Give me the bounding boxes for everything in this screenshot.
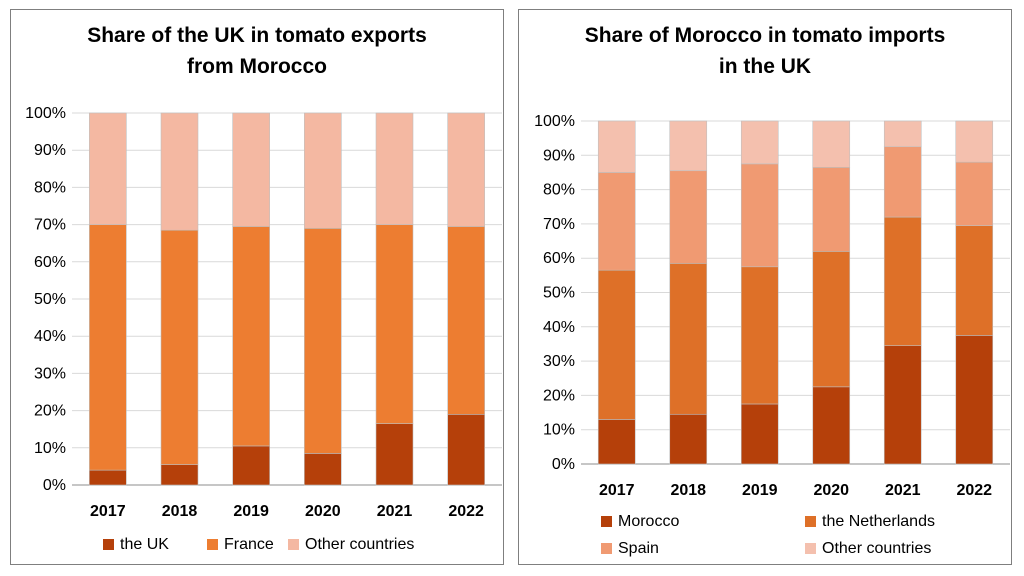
chart-panel-left: Share of the UK in tomato exports from M… xyxy=(10,9,504,565)
x-tick-label: 2018 xyxy=(162,503,198,520)
legend-label: Spain xyxy=(618,540,659,557)
bar-segment xyxy=(669,263,708,415)
y-tick-label: 20% xyxy=(34,403,66,420)
chart-right-svg: 0% 10% 20% 30% 40% 50% 60% 70% 80% 90% 100% 2017 201… xyxy=(534,113,1010,557)
x-tick-label: 2018 xyxy=(670,482,706,499)
x-tick-label: 2019 xyxy=(742,482,778,499)
bar-segment xyxy=(955,120,994,163)
bar-segment xyxy=(812,386,851,465)
bar-segment xyxy=(232,112,270,227)
y-tick-label: 100% xyxy=(25,105,66,122)
bar-segment xyxy=(955,225,994,336)
bar-segment xyxy=(232,445,270,486)
y-tick-label: 20% xyxy=(543,387,575,404)
bar-segment xyxy=(812,167,851,252)
chart-panel-right: Share of Morocco in tomato imports in th… xyxy=(518,9,1012,565)
legend-label: Other countries xyxy=(822,540,931,557)
bar-segment xyxy=(955,161,994,226)
x-tick-label: 2017 xyxy=(599,482,635,499)
bar-segment xyxy=(883,146,922,218)
y-tick-label: 60% xyxy=(543,250,575,267)
bar-segment xyxy=(232,226,270,447)
bar-segment xyxy=(304,453,342,486)
x-tick-label: 2021 xyxy=(377,503,413,520)
bar-segment xyxy=(597,172,636,271)
bar-segment xyxy=(597,419,636,465)
y-tick-label: 40% xyxy=(543,319,575,336)
bar-segment xyxy=(304,112,342,229)
y-tick-label: 30% xyxy=(34,365,66,382)
chart-title-line-1: Share of Morocco in tomato imports xyxy=(584,24,946,47)
bar-segment xyxy=(160,229,199,465)
bar-segment xyxy=(740,403,779,465)
y-tick-label: 40% xyxy=(34,328,66,345)
legend-swatch xyxy=(103,539,114,550)
bar-segment xyxy=(160,112,199,231)
bar-segment xyxy=(375,224,414,424)
bar-segment xyxy=(740,120,779,165)
legend-swatch xyxy=(601,516,612,527)
y-tick-label: 50% xyxy=(543,285,575,302)
bar-segment xyxy=(447,414,485,486)
x-tick-label: 2022 xyxy=(956,482,992,499)
legend-swatch xyxy=(805,543,816,554)
x-tick-label: 2019 xyxy=(233,503,269,520)
y-tick-label: 90% xyxy=(543,147,575,164)
bar-segment xyxy=(375,112,414,225)
bar-segment xyxy=(447,226,485,415)
bar-segment xyxy=(740,163,779,268)
y-tick-label: 70% xyxy=(543,216,575,233)
bar-segment xyxy=(883,345,922,465)
bar-segment xyxy=(669,120,708,172)
y-tick-label: 10% xyxy=(543,422,575,439)
bar-segment xyxy=(304,228,342,454)
y-tick-label: 10% xyxy=(34,440,66,457)
chart-title-line-2: from Morocco xyxy=(186,55,327,78)
bar-segment xyxy=(375,423,414,486)
bar-segment xyxy=(669,170,708,264)
bar-segment xyxy=(740,266,779,405)
x-tick-label: 2017 xyxy=(90,503,126,520)
bar-segment xyxy=(160,464,199,486)
bar-segment xyxy=(447,112,485,227)
y-tick-label: 100% xyxy=(534,113,575,130)
legend-swatch xyxy=(288,539,299,550)
bar-segment xyxy=(812,120,851,168)
legend-label: Other countries xyxy=(305,536,414,553)
y-tick-label: 30% xyxy=(543,353,575,370)
bar-segment xyxy=(669,413,708,465)
y-tick-label: 50% xyxy=(34,291,66,308)
y-tick-label: 0% xyxy=(43,477,66,494)
bar-segment xyxy=(812,251,851,388)
y-tick-label: 60% xyxy=(34,254,66,271)
chart-left-svg: 0% 10% 20% 30% 40% 50% 60% 70% 80% 90% 100% 2017 201… xyxy=(25,105,502,553)
bar-segment xyxy=(883,216,922,346)
y-tick-label: 70% xyxy=(34,217,66,234)
bar-segment xyxy=(883,120,922,148)
chart-title-line-1: Share of the UK in tomato exports xyxy=(87,24,427,47)
x-tick-label: 2020 xyxy=(813,482,849,499)
legend-label: France xyxy=(224,536,274,553)
legend-label: Morocco xyxy=(618,513,679,530)
bar-segment xyxy=(597,120,636,173)
x-tick-label: 2020 xyxy=(305,503,341,520)
legend-label: the UK xyxy=(120,536,169,553)
y-tick-label: 90% xyxy=(34,142,66,159)
bar-segment xyxy=(89,469,127,486)
bar-segment xyxy=(955,335,994,465)
legend-swatch xyxy=(805,516,816,527)
y-tick-label: 80% xyxy=(543,182,575,199)
chart-title-line-2: in the UK xyxy=(718,55,812,78)
bar-segment xyxy=(89,224,127,471)
legend-swatch xyxy=(601,543,612,554)
bar-segment xyxy=(89,112,127,225)
x-tick-label: 2021 xyxy=(885,482,921,499)
legend-swatch xyxy=(207,539,218,550)
y-tick-label: 80% xyxy=(34,179,66,196)
x-tick-label: 2022 xyxy=(448,503,484,520)
legend-label: the Netherlands xyxy=(822,513,935,530)
y-tick-label: 0% xyxy=(552,456,575,473)
bar-segment xyxy=(597,269,636,420)
